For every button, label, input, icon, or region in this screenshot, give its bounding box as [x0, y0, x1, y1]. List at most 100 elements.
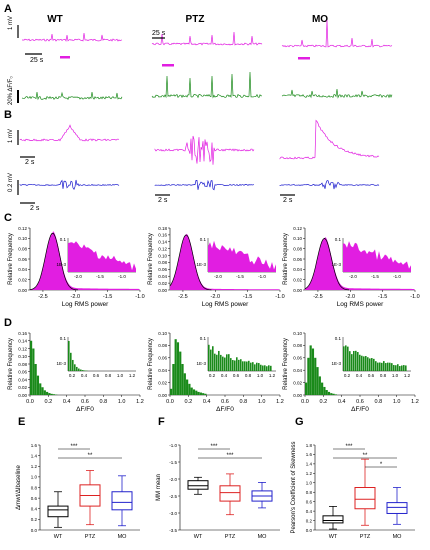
- inset-bar: [365, 356, 367, 371]
- x-tick-label: -1.0: [275, 294, 284, 300]
- histogram-bar: [204, 393, 207, 395]
- y-tick-label: 0.04: [158, 368, 167, 373]
- x-tick-label: MO: [258, 534, 268, 540]
- inset-bar: [377, 362, 379, 371]
- histogram-bar: [316, 367, 319, 395]
- inset-bar: [72, 359, 74, 371]
- inset-bar: [381, 362, 383, 371]
- inset-bar: [359, 354, 361, 371]
- ephys-trace-ptz: [151, 31, 263, 46]
- panel-label-e: E: [18, 416, 25, 428]
- histogram-bar: [330, 393, 333, 395]
- y-tick-label: 1.4: [306, 462, 313, 467]
- inset-bar: [363, 356, 365, 371]
- x-axis-label: ΔF/F0: [76, 406, 94, 413]
- histogram-bar: [179, 351, 182, 395]
- y-tick-label: 0.14: [158, 240, 167, 245]
- y-tick-label: 0.2: [306, 518, 313, 523]
- boxplot-panels: 0.0 0.2 0.4 0.6 0.8 1.0 1.2 1.4 1.6 Δmwt/ΔIbaseli…: [16, 441, 415, 540]
- panel-d-plot-wt: 0.0 0.2 0.4 0.6 0.8 1.0 1.2 0.00 0.02 0.04 0.06 0.0…: [8, 331, 144, 413]
- histogram-bar: [202, 393, 205, 395]
- x-tick-label: WT: [54, 534, 63, 540]
- inset-bar: [242, 361, 244, 371]
- stimulus-bar-mo: [298, 57, 310, 60]
- x-tick-label: -2.5: [38, 294, 47, 300]
- inset-x-tick-label: 0.2: [69, 373, 76, 378]
- y-tick-label: 0.0: [306, 528, 313, 533]
- y-tick-label: -3.5: [169, 528, 177, 533]
- y-tick-label: 0.14: [18, 339, 27, 344]
- inset-bar: [248, 360, 250, 371]
- x-axis-label: ΔF/F0: [351, 406, 369, 413]
- y-tick-label: 0.04: [293, 368, 302, 373]
- stimulus-bar-wt: [60, 56, 70, 59]
- panel-d-plot-mo: 0.0 0.2 0.4 0.6 0.8 1.0 1.2 0.00 0.02 0.04 0.06 0.0…: [283, 331, 419, 413]
- inset-bar: [70, 352, 72, 371]
- y-axis-label: Pearson's Coefficient of Skewness: [291, 441, 297, 533]
- panel-e-plot: 0.0 0.2 0.4 0.6 0.8 1.0 1.2 1.4 1.6 Δmwt/ΔIbaseli…: [16, 443, 140, 540]
- histogram-bar: [199, 392, 202, 395]
- inset-bar: [371, 358, 373, 371]
- inset-bar: [353, 350, 355, 371]
- x-axis-label: Log RMS power: [62, 301, 109, 308]
- zoom-trace-mo: [279, 119, 380, 160]
- scale-label-ephys: 1 mV: [8, 16, 14, 30]
- fit-curve: [29, 233, 78, 291]
- y-tick-label: 0.12: [18, 226, 27, 231]
- histogram-area: [305, 237, 415, 290]
- histogram-bar: [34, 364, 37, 395]
- inset-bar: [226, 354, 228, 371]
- y-tick-label: 0.18: [158, 226, 167, 231]
- inset-x-tick-label: 0.6: [368, 373, 375, 378]
- inset-bar: [230, 358, 232, 371]
- inset-bar: [397, 364, 399, 371]
- calcium-trace-mo: [281, 88, 393, 99]
- scale-label-voltage-b: 1 mV: [8, 129, 14, 143]
- inset-x-tick-label: 0.4: [221, 373, 228, 378]
- inset-bar: [347, 346, 349, 371]
- inset-y-tick-label: 0.1: [335, 336, 342, 341]
- x-tick-label: MO: [393, 534, 403, 540]
- scale-label-time-a1: 25 s: [30, 57, 44, 64]
- inset-x-tick-label: 1.0: [257, 373, 264, 378]
- x-tick-label: 0.0: [26, 399, 34, 405]
- y-tick-label: 0.02: [18, 277, 27, 282]
- y-tick-label: 0.00: [293, 288, 302, 293]
- panel-c-plot-wt: -2.5 -2.0 -1.5 -1.00.000.020.040.060.080.10…: [8, 226, 145, 308]
- box: [354, 487, 376, 510]
- inset-bar: [254, 364, 256, 371]
- inset-bar: [373, 358, 375, 371]
- y-tick-label: -2.5: [169, 494, 177, 499]
- x-tick-label: 0.0: [166, 399, 174, 405]
- inset-bar: [74, 364, 76, 371]
- x-axis-label: Log RMS power: [202, 301, 249, 308]
- inset-bar: [399, 366, 401, 371]
- box: [47, 505, 69, 518]
- inset-y-tick-label: 1E-3: [56, 262, 66, 267]
- inset-histogram: [208, 240, 276, 272]
- histogram-bar: [172, 364, 175, 395]
- y-tick-label: 0.06: [158, 267, 167, 272]
- histogram-bar: [186, 379, 189, 395]
- y-tick-label: 1.2: [306, 471, 313, 476]
- histogram-bar: [307, 357, 310, 395]
- scale-label-filtered: 0.2 mV: [8, 173, 14, 192]
- histogram-bar: [197, 391, 200, 395]
- x-tick-label: -1.5: [378, 294, 387, 300]
- x-tick-label: PTZ: [360, 534, 371, 540]
- y-tick-label: 0.10: [293, 236, 302, 241]
- zoom-trace-ptz: [154, 135, 255, 165]
- inset-x-tick-label: 0.4: [81, 373, 88, 378]
- inset-bar: [208, 344, 210, 371]
- box: [111, 491, 133, 511]
- x-tick-label: -1.5: [243, 294, 252, 300]
- inset-x-tick-label: 0.4: [356, 373, 363, 378]
- inset-bar: [76, 366, 78, 371]
- inset-y-tick-label: 1E-3: [196, 262, 206, 267]
- x-tick-label: 1.0: [258, 399, 266, 405]
- x-tick-label: 1.0: [393, 399, 401, 405]
- y-tick-label: 0.00: [293, 393, 302, 398]
- histogram-bar: [334, 394, 337, 395]
- inset-bar: [214, 353, 216, 371]
